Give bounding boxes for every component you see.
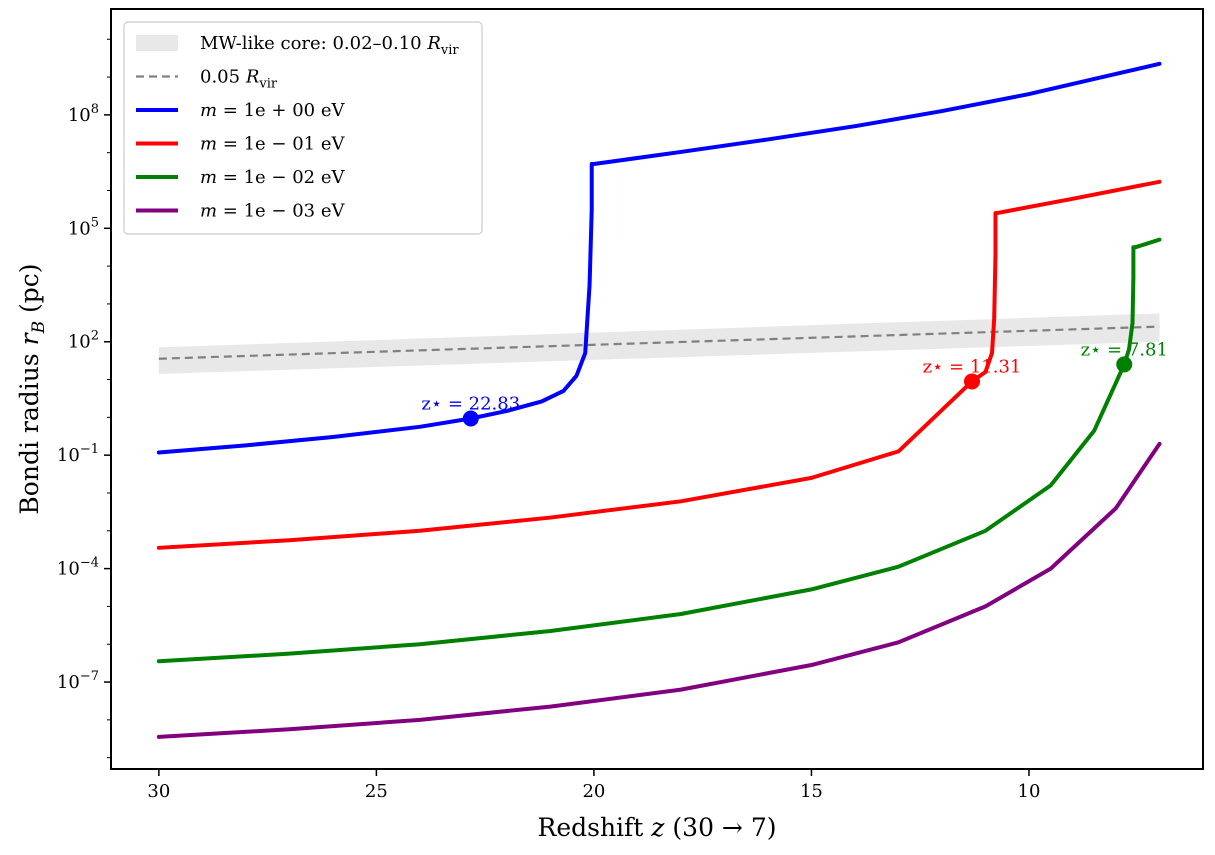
legend-item-0: MW-like core: 0.02–0.10 Rvir <box>136 33 459 58</box>
legend-label-2: m = 1e + 00 eV <box>200 100 346 121</box>
x-tick-label-0: 30 <box>147 781 170 802</box>
series-line-0 <box>156 61 1162 455</box>
legend-item-2: m = 1e + 00 eV <box>136 100 346 121</box>
legend: MW-like core: 0.02–0.10 Rvir 0.05 Rvir m =… <box>123 21 483 235</box>
x-ticks: 30 25 20 15 10 <box>147 769 1040 802</box>
y-tick-label-5: 10−7 <box>57 669 99 693</box>
transition-marker-2 <box>1116 356 1133 373</box>
legend-label-0: MW-like core: 0.02–0.10 Rvir <box>200 33 459 58</box>
series-group <box>156 61 1162 739</box>
transition-label-1: z⋆ = 11.31 <box>923 356 1022 377</box>
transition-label-0: z⋆ = 22.83 <box>421 393 520 414</box>
series-line-1 <box>156 179 1162 550</box>
legend-item-3: m = 1e − 01 eV <box>136 134 346 155</box>
y-tick-label-1: 105 <box>68 215 99 239</box>
x-tick-label-1: 25 <box>365 781 388 802</box>
legend-label-1: 0.05 Rvir <box>200 67 278 92</box>
x-tick-label-2: 20 <box>582 781 605 802</box>
legend-label-3: m = 1e − 01 eV <box>200 134 346 155</box>
plot-frame <box>110 8 1204 770</box>
transition-marker-1 <box>963 373 980 390</box>
transition-label-2: z⋆ = 7.81 <box>1081 339 1168 360</box>
x-tick-label-4: 10 <box>1018 781 1041 802</box>
legend-label-5: m = 1e − 03 eV <box>200 201 346 222</box>
legend-item-4: m = 1e − 02 eV <box>136 167 346 188</box>
series-line-3 <box>156 441 1162 739</box>
series-line-2 <box>156 237 1162 664</box>
legend-swatch-band <box>136 35 178 51</box>
y-tick-label-2: 102 <box>68 329 99 353</box>
y-tick-label-0: 108 <box>68 102 99 126</box>
y-ticks: 108 105 102 10−1 10−4 10−7 <box>57 38 111 759</box>
x-axis-title: Redshift z (30 → 7) <box>538 813 777 842</box>
legend-label-4: m = 1e − 02 eV <box>200 167 346 188</box>
marker-group: z⋆ = 22.83 z⋆ = 11.31 z⋆ = 7.81 <box>421 339 1168 427</box>
legend-box <box>123 21 483 235</box>
transition-marker-0 <box>462 410 479 427</box>
y-tick-label-3: 10−1 <box>57 442 99 466</box>
legend-item-1: 0.05 Rvir <box>136 67 278 92</box>
y-axis-title: Bondi radius rB (pc) <box>15 263 49 514</box>
x-tick-label-3: 15 <box>800 781 823 802</box>
y-tick-label-4: 10−4 <box>57 556 99 580</box>
legend-item-5: m = 1e − 03 eV <box>136 201 346 222</box>
